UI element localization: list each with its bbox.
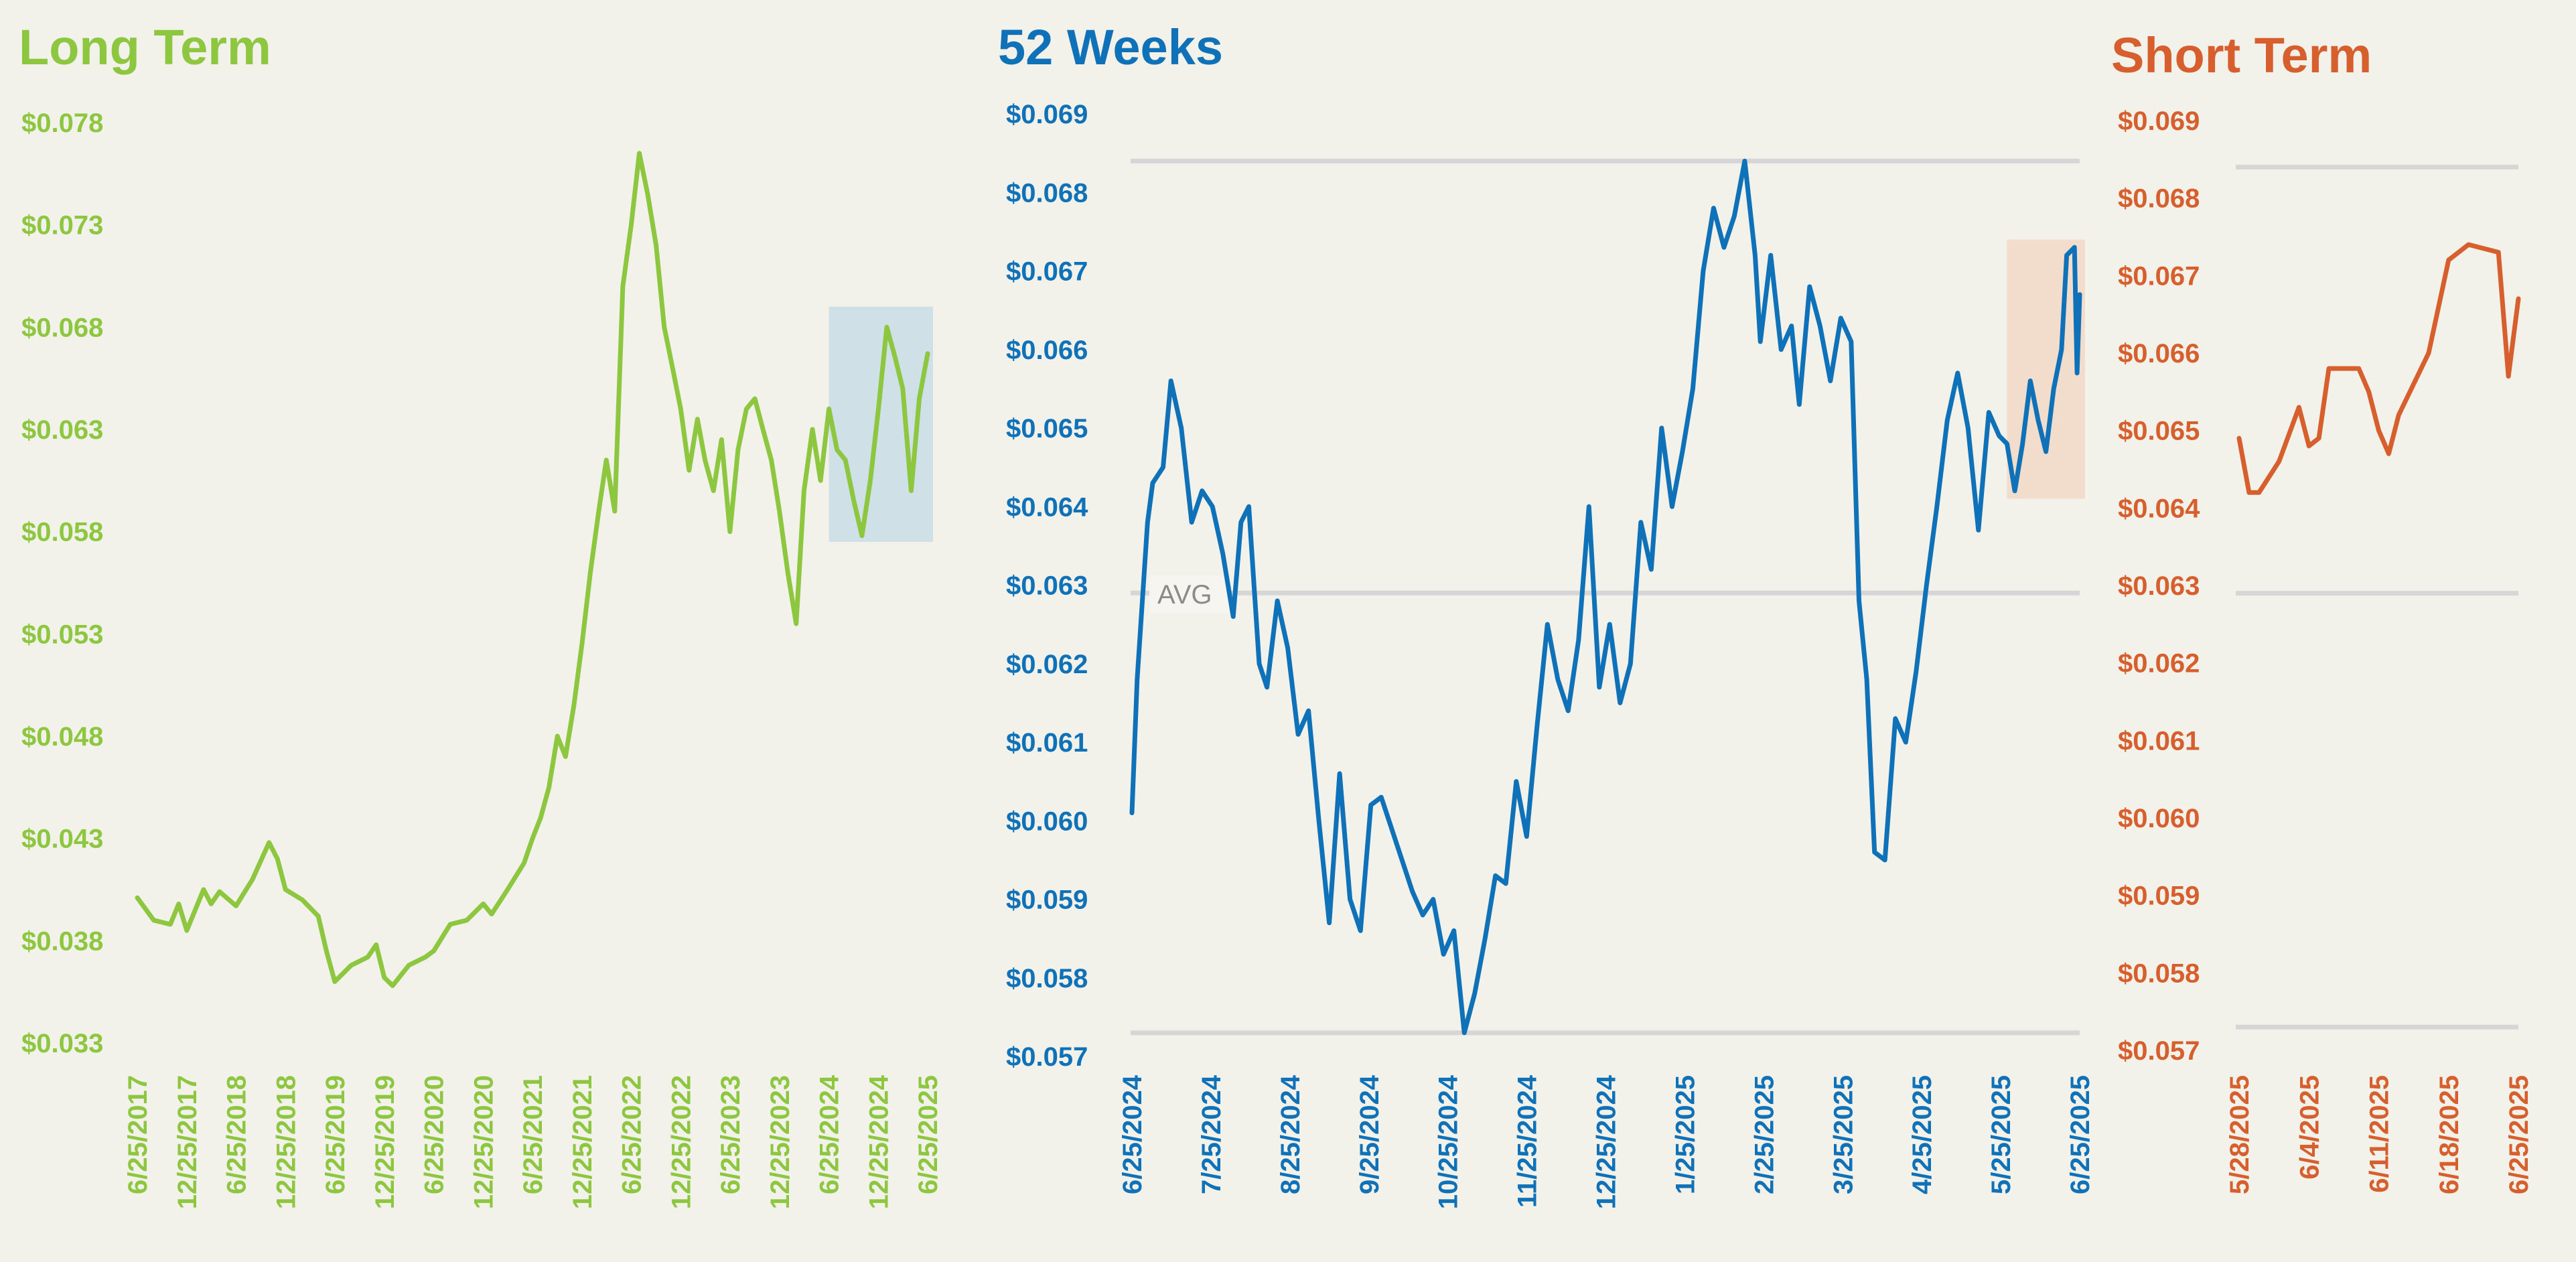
short_term-y-tick-label: $0.066 [2118,339,2200,368]
weeks_52-x-tick-label: 4/25/2025 [1908,1075,1937,1194]
weeks_52-y-tick-label: $0.063 [1006,571,1088,601]
long_term-x-tick-label: 6/25/2024 [815,1074,845,1194]
long_term-y-tick-label: $0.033 [21,1029,103,1058]
short_term-y-tick-label: $0.063 [2118,571,2200,601]
weeks_52-chart: 52 Weeks $0.069 $0.068 $0.067 $0.066 $0.065 $0… [998,19,2095,1209]
weeks_52-x-tick-label: 11/25/2024 [1513,1074,1543,1208]
long_term-x-tick-label: 12/25/2023 [766,1075,795,1209]
weeks_52-x-tick-label: 5/25/2025 [1987,1075,2016,1194]
short_term-chart: Short Term $0.069 $0.068 $0.067 $0.066 $0.065… [2111,27,2534,1194]
weeks_52-x-tick-label: 6/25/2024 [1118,1074,1147,1194]
long_term-y-tick-label: $0.058 [21,518,103,547]
weeks_52-y-tick-label: $0.069 [1006,100,1088,129]
short_term-y-tick-label: $0.069 [2118,107,2200,136]
weeks_52-y-tick-label: $0.059 [1006,886,1088,915]
long_term-chart: Long Term $0.078 $0.073 $0.068 $0.063 $0.058 $… [19,19,943,1209]
weeks_52-y-tick-label: $0.060 [1006,807,1088,836]
weeks_52-y-tick-label: $0.067 [1006,257,1088,287]
short_term-y-tick-label: $0.068 [2118,184,2200,214]
short_term-x-tick-label: 6/4/2025 [2295,1075,2324,1180]
long_term-x-tick-label: 12/25/2017 [173,1075,202,1209]
long_term-x-tick-label: 6/25/2023 [716,1075,745,1194]
weeks_52-avg-label: AVG [1157,580,1212,610]
long_term-x-tick-label: 12/25/2021 [568,1075,597,1209]
long_term-y-tick-label: $0.038 [21,926,103,956]
short_term-title: Short Term [2111,27,2372,83]
weeks_52-x-tick-label: 1/25/2025 [1670,1075,1700,1194]
long_term-title: Long Term [19,19,271,75]
weeks_52-y-tick-label: $0.068 [1006,178,1088,208]
weeks_52-y-tick-label: $0.057 [1006,1042,1088,1072]
long_term-x-tick-label: 12/25/2019 [370,1075,400,1209]
weeks_52-y-tick-label: $0.062 [1006,650,1088,679]
weeks_52-x-tick-label: 7/25/2024 [1197,1074,1226,1194]
long_term-y-tick-label: $0.043 [21,825,103,854]
short_term-y-tick-label: $0.065 [2118,417,2200,446]
weeks_52-y-tick-label: $0.066 [1006,336,1088,365]
weeks_52-x-tick-label: 10/25/2024 [1434,1074,1463,1209]
long_term-x-tick-label: 12/25/2022 [666,1075,696,1209]
long_term-x-tick-label: 6/25/2019 [321,1075,350,1194]
long_term-x-tick-label: 6/25/2022 [618,1075,647,1194]
weeks_52-avg-label-bg [1149,575,1230,614]
weeks_52-x-tick-label: 6/25/2025 [2066,1075,2095,1194]
short_term-series-line [2236,242,2521,495]
long_term-x-tick-label: 6/25/2017 [123,1075,153,1194]
short_term-y-tick-label: $0.059 [2118,882,2200,911]
weeks_52-y-tick-label: $0.065 [1006,414,1088,443]
long_term-x-tick-label: 6/25/2025 [914,1075,943,1194]
weeks_52-x-tick-label: 12/25/2024 [1592,1074,1622,1209]
weeks_52-y-tick-label: $0.061 [1006,728,1088,758]
weeks_52-x-tick-label: 2/25/2025 [1749,1075,1779,1194]
weeks_52-x-tick-label: 3/25/2025 [1829,1075,1858,1194]
weeks_52-x-tick-label: 8/25/2024 [1276,1074,1305,1194]
short_term-x-tick-label: 6/18/2025 [2435,1075,2464,1194]
long_term-x-tick-label: 12/25/2024 [864,1074,893,1209]
long_term-x-tick-label: 12/25/2018 [271,1075,301,1209]
short_term-x-tick-label: 6/11/2025 [2365,1075,2394,1193]
weeks_52-y-tick-label: $0.058 [1006,964,1088,993]
short_term-x-tick-label: 6/25/2025 [2504,1075,2534,1194]
short_term-y-tick-label: $0.061 [2118,726,2200,756]
short_term-y-tick-label: $0.062 [2118,649,2200,679]
weeks_52-y-tick-label: $0.064 [1006,492,1088,522]
weeks_52-title: 52 Weeks [998,19,1223,75]
long_term-x-tick-label: 6/25/2018 [222,1075,252,1194]
long_term-y-tick-label: $0.048 [21,722,103,752]
long_term-y-tick-label: $0.068 [21,313,103,342]
long_term-x-tick-label: 12/25/2020 [469,1075,498,1209]
short_term-y-tick-label: $0.058 [2118,959,2200,988]
long_term-x-tick-label: 6/25/2021 [518,1075,548,1194]
short_term-x-tick-label: 5/28/2025 [2225,1075,2255,1194]
short_term-y-tick-label: $0.067 [2118,261,2200,291]
weeks_52-x-tick-label: 9/25/2024 [1355,1074,1384,1194]
long_term-y-tick-label: $0.073 [21,211,103,240]
long_term-y-tick-label: $0.063 [21,415,103,445]
long_term-y-tick-label: $0.053 [21,620,103,649]
long_term-y-tick-label: $0.078 [21,109,103,138]
short_term-y-tick-label: $0.057 [2118,1036,2200,1066]
short_term-y-tick-label: $0.060 [2118,804,2200,833]
weeks_52-series-line [1129,158,2082,1036]
long_term-x-tick-label: 6/25/2020 [420,1075,449,1194]
long_term-series-line [135,151,930,988]
short_term-y-tick-label: $0.064 [2118,494,2200,523]
